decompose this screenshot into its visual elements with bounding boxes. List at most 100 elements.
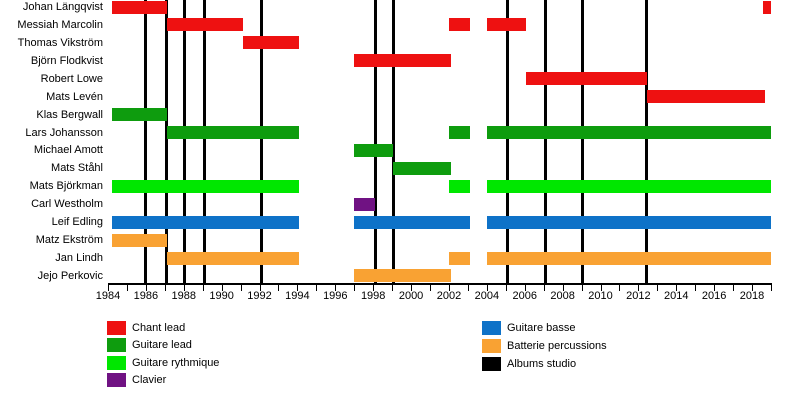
member-name-label: Klas Bergwall xyxy=(36,108,103,121)
member-tenure-bar xyxy=(448,18,470,32)
member-tenure-bar xyxy=(111,179,300,193)
member-name-label: Mats Ståhl xyxy=(51,162,103,175)
x-axis-tick xyxy=(448,285,450,291)
x-axis-tick xyxy=(183,285,185,291)
x-axis-year-label: 2016 xyxy=(701,290,727,302)
x-axis-year-label: 2010 xyxy=(588,290,613,302)
x-axis-year-label: 1984 xyxy=(95,290,121,302)
member-tenure-bar xyxy=(393,161,451,175)
x-axis-year-label: 2002 xyxy=(436,290,462,302)
member-tenure-bar xyxy=(354,215,470,229)
member-name-label: Lars Johansson xyxy=(25,126,103,139)
x-axis-tick xyxy=(335,285,337,291)
x-axis-year-label: 2008 xyxy=(550,290,575,302)
x-axis-year-label: 1986 xyxy=(133,290,159,302)
member-tenure-bar xyxy=(486,179,771,193)
album-studio-line xyxy=(165,0,169,283)
album-studio-line xyxy=(544,0,548,283)
x-axis-tick xyxy=(771,285,772,291)
member-tenure-bar xyxy=(166,18,244,32)
album-studio-line xyxy=(144,0,148,283)
x-axis-tick xyxy=(354,285,356,291)
member-name-label: Matz Ekström xyxy=(35,234,103,247)
legend-item-albums: Albums studio xyxy=(482,357,702,372)
x-axis-year-label: 1992 xyxy=(247,290,272,302)
member-tenure-bar xyxy=(448,126,470,139)
x-axis-tick xyxy=(581,285,583,291)
x-axis-year-label: 2000 xyxy=(398,290,424,302)
legend-item-basse: Guitare basse xyxy=(482,320,702,336)
member-tenure-bar xyxy=(354,197,376,211)
x-axis-year-label: 2018 xyxy=(739,290,765,302)
album-studio-line xyxy=(506,0,510,283)
member-tenure-bar xyxy=(525,72,647,86)
legend-item-chant: Chant lead xyxy=(107,321,307,336)
legend-label-chant: Chant lead xyxy=(132,322,186,334)
member-tenure-bar xyxy=(354,143,394,157)
x-axis-tick xyxy=(486,285,488,291)
member-tenure-bar xyxy=(486,215,771,229)
member-tenure-bar xyxy=(111,215,300,229)
x-axis-year-label: 2014 xyxy=(664,290,689,302)
member-name-label: Jejo Perkovic xyxy=(37,269,103,282)
x-axis-year-label: 2012 xyxy=(626,290,651,302)
member-name-label: Thomas Vikström xyxy=(17,36,103,49)
legend-swatch-chant xyxy=(107,321,126,335)
legend-label-clavier: Clavier xyxy=(132,374,167,387)
member-name-label: Leif Edling xyxy=(51,216,103,229)
member-tenure-bar xyxy=(646,90,766,104)
member-name-label: Michael Amott xyxy=(33,144,103,157)
album-studio-line xyxy=(259,0,263,283)
member-tenure-bar xyxy=(111,0,167,14)
x-axis-tick xyxy=(221,285,223,291)
x-axis-tick xyxy=(373,285,375,291)
member-tenure-bar xyxy=(166,251,300,265)
legend-swatch-batterie xyxy=(482,338,501,353)
legend-swatch-albums xyxy=(482,357,501,372)
member-tenure-bar xyxy=(448,179,470,193)
x-axis-tick xyxy=(733,285,735,291)
x-axis-year-label: 1990 xyxy=(209,290,234,302)
legend-item-clavier: Clavier xyxy=(107,373,307,388)
x-axis-tick xyxy=(619,285,621,291)
x-axis-year-label: 1988 xyxy=(171,290,196,302)
legend-item-batterie: Batterie percussions xyxy=(482,338,702,354)
legend-label-batterie: Batterie percussions xyxy=(507,339,607,352)
member-name-label: Messiah Marcolin xyxy=(17,18,103,31)
member-tenure-bar xyxy=(166,126,300,139)
member-tenure-bar xyxy=(486,126,771,139)
album-studio-line xyxy=(391,0,395,283)
legend-item-rythmique: Guitare rythmique xyxy=(107,355,307,371)
x-axis-tick xyxy=(676,285,678,291)
legend-swatch-lead xyxy=(107,338,126,353)
x-axis-tick xyxy=(562,285,564,291)
x-axis-baseline xyxy=(108,283,772,285)
x-axis-tick xyxy=(600,285,602,291)
member-name-label: Robert Lowe xyxy=(40,72,103,85)
legend-swatch-clavier xyxy=(107,373,126,388)
x-axis-tick xyxy=(126,285,128,291)
album-studio-line xyxy=(183,0,187,283)
x-axis-tick xyxy=(695,285,697,291)
x-axis-tick xyxy=(259,285,261,291)
legend-swatch-basse xyxy=(482,320,501,335)
x-axis-year-label: 1996 xyxy=(323,290,348,302)
album-studio-line xyxy=(373,0,377,283)
x-axis-tick xyxy=(316,285,318,291)
x-axis-tick xyxy=(505,285,507,291)
legend-label-rythmique: Guitare rythmique xyxy=(132,356,220,369)
album-studio-line xyxy=(203,0,207,283)
x-axis-tick xyxy=(638,285,640,291)
x-axis-tick xyxy=(543,285,545,291)
album-studio-line xyxy=(645,0,649,283)
member-tenure-bar xyxy=(354,54,451,68)
x-axis-tick xyxy=(392,285,394,291)
member-tenure-bar xyxy=(111,108,167,122)
x-axis-tick xyxy=(524,285,526,291)
x-axis-year-label: 2006 xyxy=(512,290,537,302)
album-studio-line xyxy=(581,0,585,283)
x-axis-tick xyxy=(430,285,432,291)
member-tenure-bar xyxy=(243,36,300,50)
x-axis-tick xyxy=(714,285,716,291)
